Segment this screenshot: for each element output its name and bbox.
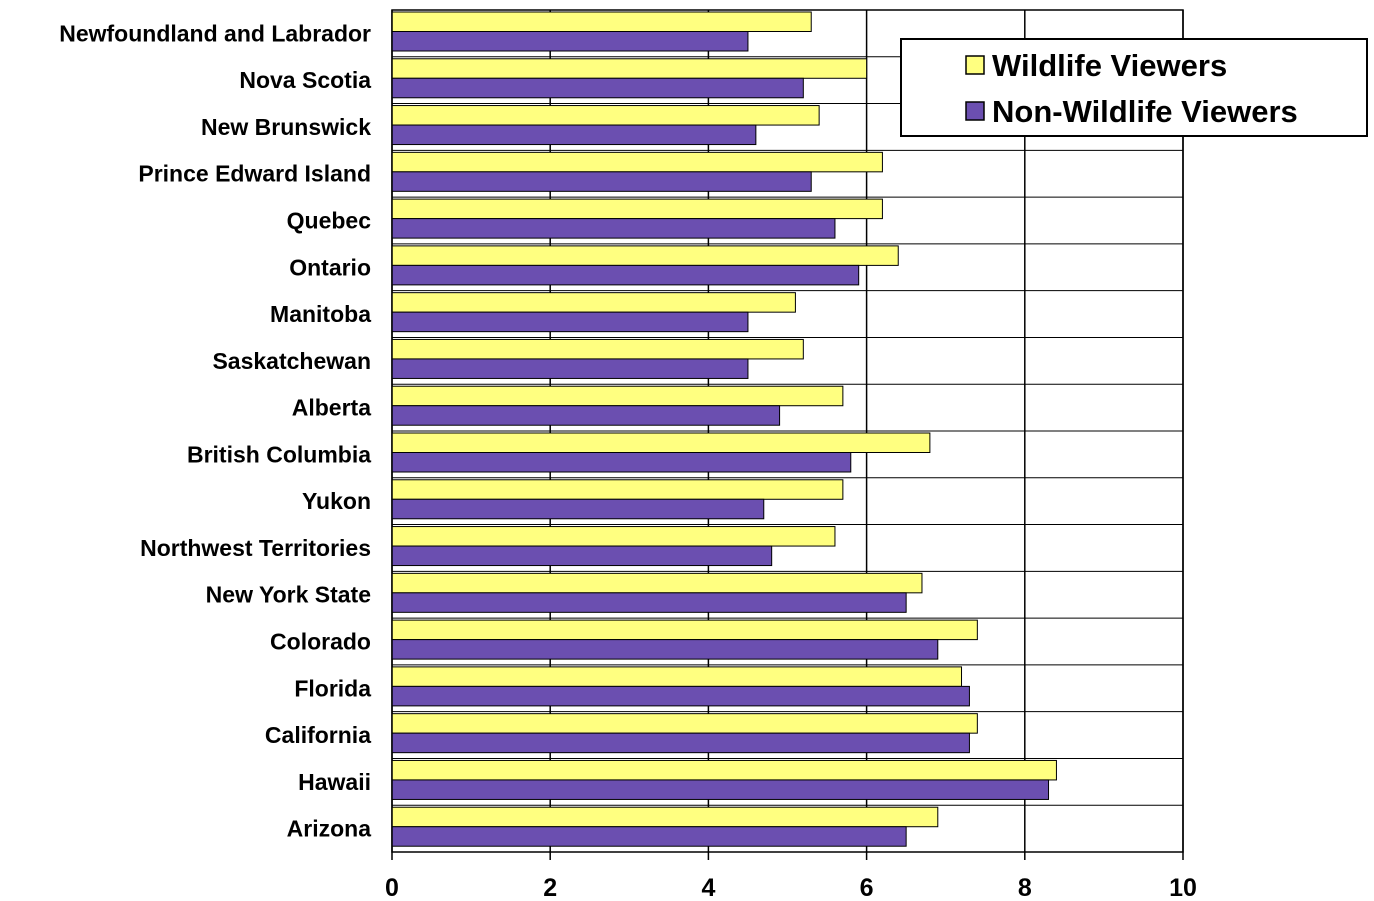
- x-tick-label: 0: [385, 874, 399, 901]
- category-label: Alberta: [292, 395, 371, 421]
- bar-non-wildlife-viewers: [391, 545, 773, 567]
- bar-wildlife-viewers: [391, 245, 899, 266]
- legend-swatch: [965, 101, 985, 121]
- bar-wildlife-viewers: [391, 198, 883, 220]
- bar-non-wildlife-viewers: [391, 592, 907, 613]
- legend-label: Non-Wildlife Viewers: [992, 94, 1298, 129]
- bar-wildlife-viewers: [391, 713, 978, 734]
- bars: [391, 11, 1057, 847]
- category-label: Saskatchewan: [212, 348, 371, 374]
- bar-wildlife-viewers: [391, 105, 820, 126]
- bar-wildlife-viewers: [391, 292, 796, 313]
- legend: Wildlife Viewers Non-Wildlife Viewers: [900, 38, 1368, 137]
- category-label: Manitoba: [270, 301, 371, 327]
- bar-non-wildlife-viewers: [391, 264, 860, 286]
- bar-non-wildlife-viewers: [391, 452, 852, 473]
- category-label: Arizona: [287, 816, 372, 842]
- category-label: New York State: [206, 582, 371, 608]
- category-label: Northwest Territories: [140, 535, 371, 561]
- bar-non-wildlife-viewers: [391, 31, 749, 52]
- bar-wildlife-viewers: [391, 11, 812, 32]
- bar-wildlife-viewers: [391, 338, 804, 360]
- bar-wildlife-viewers: [391, 526, 836, 547]
- bar-wildlife-viewers: [391, 666, 963, 687]
- bar-wildlife-viewers: [391, 619, 978, 641]
- bar-non-wildlife-viewers: [391, 218, 836, 239]
- category-label: Nova Scotia: [239, 67, 371, 93]
- bar-wildlife-viewers: [391, 572, 923, 594]
- bar-wildlife-viewers: [391, 151, 883, 173]
- bar-non-wildlife-viewers: [391, 498, 765, 520]
- bar-non-wildlife-viewers: [391, 685, 970, 707]
- category-label: Ontario: [289, 254, 371, 280]
- x-tick-label: 8: [1018, 874, 1032, 901]
- bar-non-wildlife-viewers: [391, 779, 1050, 800]
- x-tick-label: 2: [543, 874, 557, 901]
- bar-non-wildlife-viewers: [391, 171, 812, 192]
- category-label: Quebec: [287, 208, 372, 234]
- bar-non-wildlife-viewers: [391, 124, 757, 146]
- x-tick-label: 10: [1169, 874, 1197, 901]
- x-axis-ticks: 0 2 4 6 8 10: [385, 852, 1197, 901]
- bar-non-wildlife-viewers: [391, 311, 749, 333]
- plot-area-frame: [391, 9, 1184, 853]
- legend-swatch: [965, 55, 985, 75]
- bar-non-wildlife-viewers: [391, 405, 781, 426]
- legend-label: Wildlife Viewers: [992, 48, 1227, 83]
- bar-wildlife-viewers: [391, 385, 844, 407]
- category-label: Newfoundland and Labrador: [59, 20, 371, 46]
- category-label: Colorado: [270, 629, 371, 655]
- category-labels: Newfoundland and Labrador Nova Scotia New …: [59, 20, 371, 841]
- bar-non-wildlife-viewers: [391, 732, 970, 754]
- category-label: British Columbia: [187, 441, 371, 467]
- category-label: Florida: [294, 675, 371, 701]
- x-tick-label: 4: [701, 874, 715, 901]
- bar-wildlife-viewers: [391, 806, 939, 828]
- category-label: California: [265, 722, 371, 748]
- bar-non-wildlife-viewers: [391, 826, 907, 847]
- x-tick-label: 6: [860, 874, 874, 901]
- bar-non-wildlife-viewers: [391, 639, 939, 660]
- category-label: Hawaii: [298, 769, 371, 795]
- category-label: Yukon: [302, 488, 371, 514]
- bar-wildlife-viewers: [391, 432, 931, 453]
- bar-wildlife-viewers: [391, 479, 844, 500]
- bar-wildlife-viewers: [391, 759, 1057, 781]
- category-label: Prince Edward Island: [138, 161, 371, 187]
- bar-wildlife-viewers: [391, 58, 868, 79]
- category-label: New Brunswick: [201, 114, 371, 140]
- bar-non-wildlife-viewers: [391, 77, 804, 99]
- bar-non-wildlife-viewers: [391, 358, 749, 379]
